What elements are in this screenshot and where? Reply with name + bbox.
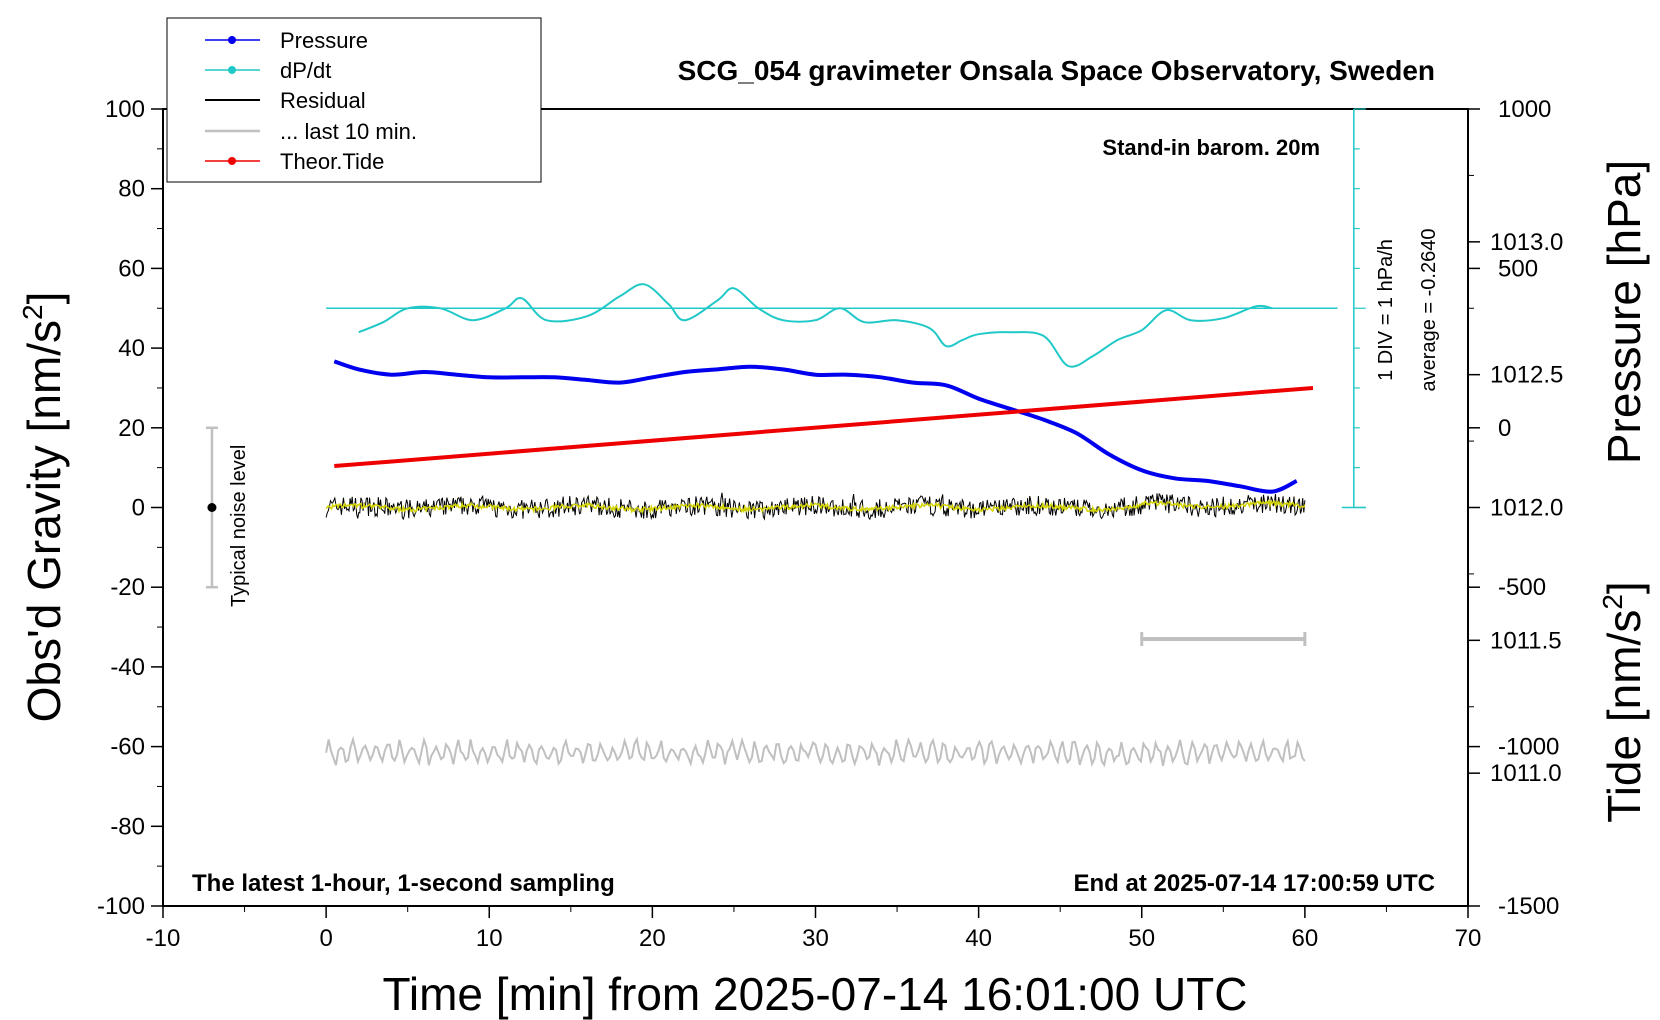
residual-smoothed-line [325,499,1306,515]
legend-item-last-10-min: ... last 10 min. [205,119,417,144]
x-tick-label: 30 [802,925,829,952]
tide-axis-ticks: 1000 500 0 -500 -1000 -1500 [1468,96,1559,920]
legend-label-dpdt: dP/dt [280,58,331,83]
y-tick-label: 40 [118,335,145,362]
y-axis-label-gravity-text: Obs'd Gravity [nm/s [18,320,70,722]
x-tick-label: 20 [639,925,666,952]
legend-label-theor-tide: Theor.Tide [280,149,384,174]
chart-title: SCG_054 gravimeter Onsala Space Observat… [678,55,1435,86]
div-note: 1 DIV = 1 hPa/h [1375,239,1397,381]
y-tick-label: -100 [97,893,145,920]
y-axis-label-gravity-end: ] [18,292,70,305]
pressure-tick-label: 1012.5 [1490,362,1563,389]
y-axis-label-pressure: Pressure [hPa] [1598,160,1650,464]
legend-item-theor-tide: Theor.Tide [205,149,384,174]
y-axis-ticks: 100 80 60 40 20 0 -20 -40 -60 -80 -100 [97,96,163,920]
end-time-note: End at 2025-07-14 17:00:59 UTC [1074,870,1436,897]
tide-tick-label: -500 [1498,574,1546,601]
y-tick-label: -60 [110,734,145,761]
y-axis-label-tide-text: Tide [nm/s [1598,610,1650,823]
plot-frame [162,108,1469,907]
tide-tick-label: 500 [1498,255,1538,282]
legend-item-pressure: Pressure [205,28,368,53]
legend-label-last-10-min: ... last 10 min. [280,119,417,144]
x-tick-label: 50 [1128,925,1155,952]
y-tick-label: 20 [118,415,145,442]
y-tick-label: 60 [118,255,145,282]
pressure-tick-label: 1011.5 [1490,627,1562,654]
legend-item-residual: Residual [205,88,366,113]
tide-tick-label: 0 [1498,415,1511,442]
average-note: average = -0.2640 [1418,229,1440,392]
legend-marker-theor-tide [228,157,236,165]
tide-line [334,385,1314,469]
x-tick-label: 60 [1292,925,1319,952]
pressure-tick-label: 1013.0 [1490,229,1563,256]
pressure-axis-ticks: 1013.0 1012.5 1012.0 1011.5 1011.0 [1468,174,1563,787]
y-tick-label: 100 [105,96,145,123]
y-axis-label-gravity-sup: 2 [17,304,48,320]
y-tick-label: -80 [110,813,145,840]
legend-marker-dpdt [228,66,236,74]
sampling-note: The latest 1-hour, 1-second sampling [192,870,615,897]
legend-label-pressure: Pressure [280,28,368,53]
y-tick-label: -40 [110,654,145,681]
y-tick-label: -20 [110,574,145,601]
legend-item-dpdt: dP/dt [205,58,331,83]
x-tick-label: -10 [146,925,181,952]
residual-line [325,492,1306,521]
x-tick-label: 10 [476,925,503,952]
y-axis-label-tide-end: ] [1598,581,1650,594]
series-layer [325,283,1338,768]
legend: Pressure dP/dt Residual ... last 10 min.… [166,17,542,183]
y-axis-label-tide: Tide [nm/s2] [1597,581,1650,822]
x-tick-label: 0 [319,925,332,952]
pressure-tick-label: 1011.0 [1490,760,1562,787]
x-axis-ticks: -10 0 10 20 30 40 50 60 70 [146,906,1482,952]
x-tick-label: 70 [1455,925,1482,952]
legend-marker-pressure [228,36,236,44]
y-tick-label: 0 [132,495,145,522]
dpdt-line [358,283,1273,368]
stand-in-barometer-note: Stand-in barom. 20m [1102,135,1320,160]
x-axis-label: Time [min] from 2025-07-14 16:01:00 UTC [383,968,1248,1020]
last-10-min-line [325,735,1306,768]
dpdt-scale-bar [1341,108,1366,509]
x-tick-label: 40 [965,925,992,952]
y-axis-label-tide-sup: 2 [1597,594,1628,610]
pressure-tick-label: 1012.0 [1490,495,1563,522]
y-tick-label: 80 [118,176,145,203]
tide-tick-label: -1500 [1498,893,1559,920]
y-axis-label-gravity: Obs'd Gravity [nm/s2] [17,292,70,723]
tide-tick-label: 1000 [1498,96,1551,123]
noise-level-bar [205,426,218,589]
tide-tick-label: -1000 [1498,734,1559,761]
noise-level-label: Typical noise level [228,445,250,607]
pressure-line [333,359,1298,494]
noise-bar-center-dot [207,503,217,512]
last-10-min-bar [1140,632,1307,647]
legend-label-residual: Residual [280,88,366,113]
